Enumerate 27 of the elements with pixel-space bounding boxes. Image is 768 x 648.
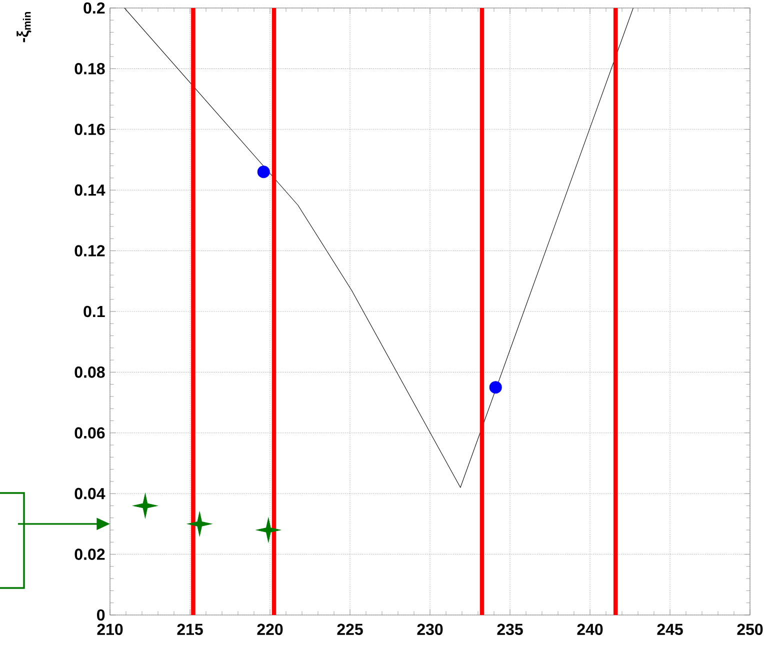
x-tick-label: 225	[337, 624, 363, 636]
x-tick-label: 245	[657, 624, 683, 636]
point	[256, 518, 281, 542]
x-tick-label: 250	[737, 624, 763, 636]
y-tick-label: 0.18	[74, 63, 105, 74]
y-axis-title: -ξ$_{min}$	[16, 12, 32, 42]
y-tick-label: 0.2	[84, 2, 105, 14]
x-tick-label: 210	[97, 624, 123, 636]
x-tick-label: 235	[497, 624, 523, 636]
x-tick-label: 215	[177, 624, 203, 636]
x-tick-label: 220	[257, 624, 283, 636]
y-tick-label: 0.04	[74, 488, 106, 500]
y-tick-label: 0.08	[74, 366, 105, 378]
x-tick-label: 240	[577, 624, 603, 636]
y-tick-label: 0.06	[74, 427, 105, 439]
y-tick-label: 0.14	[74, 184, 106, 196]
y-tick-label: 0.16	[74, 124, 105, 136]
point	[489, 381, 502, 394]
y-tick-label: 0.12	[74, 245, 105, 256]
line-series	[124, 8, 634, 488]
y-tick-label: 0.02	[74, 548, 105, 560]
point	[257, 166, 270, 178]
point	[187, 512, 212, 536]
y-tick-label: 0.1	[84, 306, 105, 318]
point	[132, 493, 158, 518]
y-tick-label: 0	[97, 609, 105, 621]
x-tick-label: 230	[417, 624, 443, 636]
